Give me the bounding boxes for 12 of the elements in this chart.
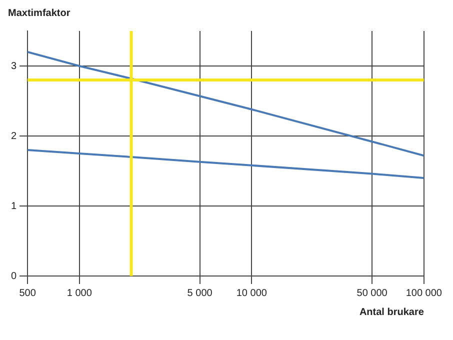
x-tick-label: 100 000 xyxy=(406,288,442,299)
y-tick-label: 1 xyxy=(11,200,17,212)
x-tick-label: 50 000 xyxy=(356,288,388,299)
y-tick-label: 2 xyxy=(11,130,17,142)
y-axis-title: Maxtimfaktor xyxy=(8,8,72,21)
x-tick-label: 1 000 xyxy=(66,288,92,299)
x-tick-label: 500 xyxy=(19,288,36,299)
x-tick-label: 10 000 xyxy=(236,288,268,299)
y-tick-label: 3 xyxy=(11,60,17,72)
x-axis-title: Antal brukare xyxy=(359,306,424,318)
x-tick-label: 5 000 xyxy=(187,288,213,299)
y-tick-label: 0 xyxy=(11,270,17,282)
